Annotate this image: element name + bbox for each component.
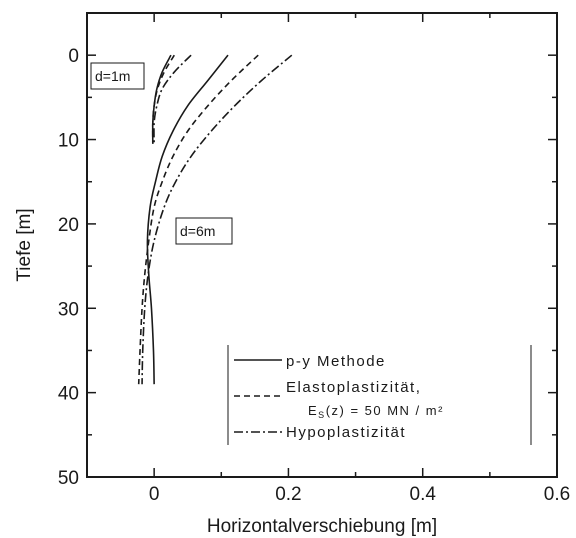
annotation-d6m-label: d=6m (180, 223, 215, 239)
annotation-d6m: d=6m (175, 217, 233, 245)
axis-ticks (87, 13, 557, 477)
legend: p-y Methode Elastoplastizität, ES(z) = 5… (227, 345, 532, 445)
legend-sub-subscript: S (318, 410, 326, 420)
y-tick-label: 0 (68, 46, 79, 67)
legend-background (228, 345, 532, 445)
series-d6m-dashed (137, 54, 259, 385)
y-tick-label: 40 (58, 384, 79, 405)
x-tick-label: 0.2 (275, 484, 301, 505)
plot-frame (86, 12, 558, 478)
annotation-d1m: d=1m (90, 62, 145, 90)
y-tick-label: 20 (58, 215, 79, 236)
annotation-d6m-box (175, 217, 233, 245)
y-tick-label: 50 (58, 468, 79, 489)
x-axis-title: Horizontalverschiebung [m] (207, 516, 437, 537)
series-d1m-solid (151, 54, 172, 144)
legend-label-hypo: Hypoplastizität (286, 424, 406, 441)
x-tick-label: 0.6 (544, 484, 570, 505)
x-tick-label: 0.4 (410, 484, 437, 505)
tick-labels: 0 0.2 0.4 0.6 0 10 20 30 40 50 (58, 46, 570, 505)
series-d6m-dashdot (141, 54, 293, 385)
series-d6m-solid (146, 54, 229, 385)
legend-label-py: p-y Methode (286, 353, 386, 370)
annotation-d1m-label: d=1m (95, 68, 130, 84)
legend-label-elasto-sub: ES(z) = 50 MN / m² (308, 403, 444, 420)
series-d1m-dashdot (153, 54, 192, 144)
legend-label-elasto: Elastoplastizität, (286, 379, 421, 396)
y-axis-title: Tiefe [m] (14, 208, 35, 281)
y-tick-label: 10 (58, 131, 79, 152)
x-tick-label: 0 (149, 484, 160, 505)
annotation-d1m-box (90, 62, 145, 90)
series-d1m-dashed (151, 54, 175, 144)
y-tick-label: 30 (58, 299, 79, 320)
series-layer (137, 54, 293, 385)
